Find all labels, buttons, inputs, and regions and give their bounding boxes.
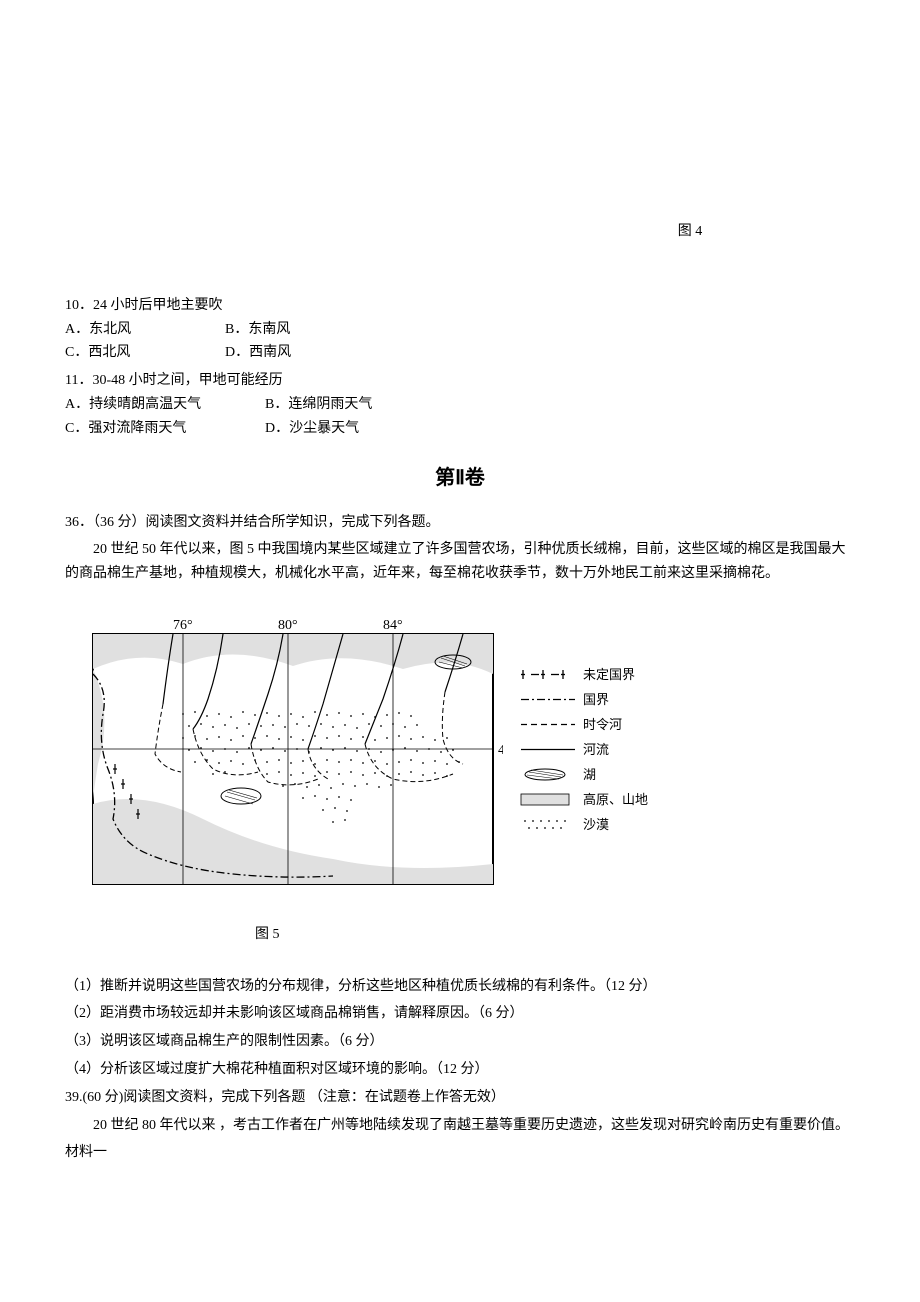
highland-south — [93, 799, 493, 884]
question-10-row1: A．东北风 B．东南风 — [65, 318, 855, 342]
desert-dots — [182, 711, 460, 823]
lake-icon — [519, 767, 577, 782]
q10-opt-a: A．东北风 — [65, 318, 225, 342]
section-2-title: 第Ⅱ卷 — [65, 461, 855, 495]
lake-2 — [221, 788, 261, 804]
q11-opt-a: A．持续晴朗高温天气 — [65, 393, 265, 417]
lat-40-label: 40° — [498, 743, 503, 758]
highland-north — [93, 634, 493, 674]
legend-label-national: 国界 — [583, 689, 609, 711]
legend-desert: 沙漠 — [519, 816, 648, 834]
river-icon — [519, 742, 577, 757]
q11-opt-d: D．沙尘暴天气 — [265, 417, 359, 441]
seasonal-river-4 — [308, 749, 328, 779]
q36-sub4: （4）分析该区域过度扩大棉花种植面积对区域环境的影响。（12 分） — [65, 1058, 855, 1082]
legend-highland: 高原、山地 — [519, 791, 648, 809]
question-11-row1: A．持续晴朗高温天气 B．连绵阴雨天气 — [65, 393, 855, 417]
question-11-row2: C．强对流降雨天气 D．沙尘暴天气 — [65, 417, 855, 441]
legend-river: 河流 — [519, 741, 648, 759]
question-11-stem: 11．30-48 小时之间，甲地可能经历 — [65, 369, 855, 393]
legend-national-boundary: 国界 — [519, 691, 648, 709]
legend-label-desert: 沙漠 — [583, 814, 609, 836]
legend-label-river: 河流 — [583, 739, 609, 761]
legend-label-pending: 未定国界 — [583, 664, 635, 686]
material-1-label: 材料一 — [65, 1141, 855, 1165]
q11-opt-c: C．强对流降雨天气 — [65, 417, 265, 441]
q10-opt-d: D．西南风 — [225, 341, 385, 365]
question-36-stem: 36．（36 分）阅读图文资料并结合所学知识，完成下列各题。 — [65, 511, 855, 535]
q11-opt-b: B．连绵阴雨天气 — [265, 393, 372, 417]
legend-label-highland: 高原、山地 — [583, 789, 648, 811]
lon-76: 76° — [173, 618, 193, 633]
q10-opt-b: B．东南风 — [225, 318, 385, 342]
national-boundary-icon — [519, 692, 577, 707]
q36-sub3: （3）说明该区域商品棉生产的限制性因素。（6 分） — [65, 1030, 855, 1054]
figure-5-label: 图 5 — [255, 923, 855, 947]
question-10: 10．24 小时后甲地主要吹 A．东北风 B．东南风 C．西北风 D．西南风 — [65, 294, 855, 365]
legend-label-lake: 湖 — [583, 764, 596, 786]
legend-label-seasonal: 时令河 — [583, 714, 622, 736]
pending-boundary-icon — [519, 667, 577, 682]
q36-sub1: （1）推断并说明这些国营农场的分布规律，分析这些地区种植优质长绒棉的有利条件。（… — [65, 975, 855, 999]
map-svg: 76° 80° 84° — [83, 614, 503, 892]
highland-icon — [519, 792, 577, 807]
seasonal-river-icon — [519, 717, 577, 732]
q10-opt-c: C．西北风 — [65, 341, 225, 365]
seasonal-river-6 — [442, 692, 463, 764]
desert-icon — [519, 817, 577, 832]
legend-pending-boundary: 未定国界 — [519, 666, 648, 684]
question-10-row2: C．西北风 D．西南风 — [65, 341, 855, 365]
map-svg-container: 76° 80° 84° — [83, 614, 503, 901]
seasonal-river-2 — [193, 729, 258, 775]
seasonal-river-1 — [155, 704, 181, 772]
question-11: 11．30-48 小时之间，甲地可能经历 A．持续晴朗高温天气 B．连绵阴雨天气… — [65, 369, 855, 440]
lon-84: 84° — [383, 618, 403, 633]
question-39-para1: 20 世纪 80 年代以来 ，考古工作者在广州等地陆续发现了南越王墓等重要历史遗… — [65, 1114, 855, 1138]
question-39-stem: 39.(60 分)阅读图文资料，完成下列各题 （注意：在试题卷上作答无效） — [65, 1086, 855, 1110]
q36-sub2: （2）距消费市场较远却并未影响该区域商品棉销售，请解释原因。（6 分） — [65, 1002, 855, 1026]
question-36-para1: 20 世纪 50 年代以来，图 5 中我国境内某些区域建立了许多国营农场，引种优… — [65, 538, 855, 586]
legend-seasonal-river: 时令河 — [519, 716, 648, 734]
figure-4-label: 图 4 — [525, 220, 855, 244]
legend-lake: 湖 — [519, 766, 648, 784]
map-figure-5: 76° 80° 84° — [65, 614, 855, 901]
map-legend: 未定国界 国界 时令河 河流 湖 — [519, 614, 648, 841]
seasonal-river-5 — [365, 744, 453, 782]
lon-80: 80° — [278, 618, 298, 633]
question-10-stem: 10．24 小时后甲地主要吹 — [65, 294, 855, 318]
